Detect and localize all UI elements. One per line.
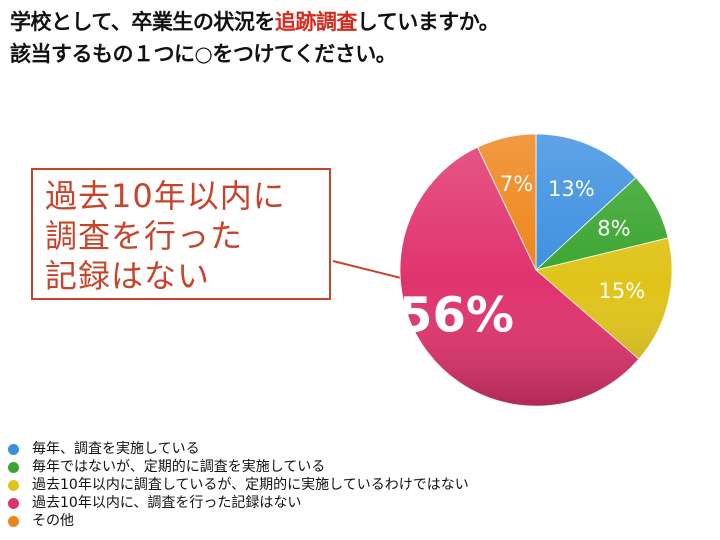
page-title: 学校として、卒業生の状況を追跡調査していますか。 該当するもの１つに○をつけてく… <box>10 6 710 70</box>
legend-item-4: 過去10年以内に、調査を行った記録はない <box>8 494 708 512</box>
legend-swatch-5 <box>8 515 19 527</box>
legend-item-2: 毎年ではないが、定期的に調査を実施している <box>8 458 708 476</box>
chart-legend: 毎年、調査を実施している 毎年ではないが、定期的に調査を実施している 過去10年… <box>8 440 708 530</box>
legend-label-3: 過去10年以内に調査しているが、定期的に実施しているわけではない <box>32 477 469 493</box>
legend-swatch-2 <box>8 461 19 473</box>
callout-box: 過去10年以内に 調査を行った 記録はない <box>31 168 331 300</box>
pie-label-every-year: 13% <box>548 177 595 201</box>
legend-swatch-4 <box>8 497 19 509</box>
title-line-2: 該当するもの１つに○をつけてください。 <box>10 42 397 66</box>
callout-line-3: 記録はない <box>45 257 211 295</box>
title-line-1-text: 学校として、卒業生の状況を <box>10 10 275 34</box>
legend-label-4: 過去10年以内に、調査を行った記録はない <box>32 495 302 511</box>
pie-label-periodic: 8% <box>597 216 630 240</box>
pie-label-irregular: 15% <box>599 279 646 303</box>
pie-slices <box>399 133 673 407</box>
title-line-1: 学校として、卒業生の状況を追跡調査していますか。 <box>10 6 710 38</box>
legend-item-5: その他 <box>8 512 708 530</box>
legend-swatch-1 <box>8 443 19 455</box>
legend-item-1: 毎年、調査を実施している <box>8 440 708 458</box>
legend-label-2: 毎年ではないが、定期的に調査を実施している <box>32 459 326 475</box>
legend-item-3: 過去10年以内に調査しているが、定期的に実施しているわけではない <box>8 476 708 494</box>
callout-line-1: 過去10年以内に <box>45 177 286 215</box>
title-highlight: 追跡調査 <box>274 10 358 34</box>
title-line-1-end: していますか。 <box>356 10 500 34</box>
callout-line-2: 調査を行った <box>45 217 244 255</box>
pie-label-no-record: 56% <box>399 287 514 343</box>
legend-swatch-3 <box>8 479 19 491</box>
legend-label-1: 毎年、調査を実施している <box>32 441 200 457</box>
legend-label-5: その他 <box>32 513 74 529</box>
pie-labels: 13%8% 15% 56% 7% <box>399 172 645 343</box>
pie-label-other: 7% <box>500 172 533 196</box>
